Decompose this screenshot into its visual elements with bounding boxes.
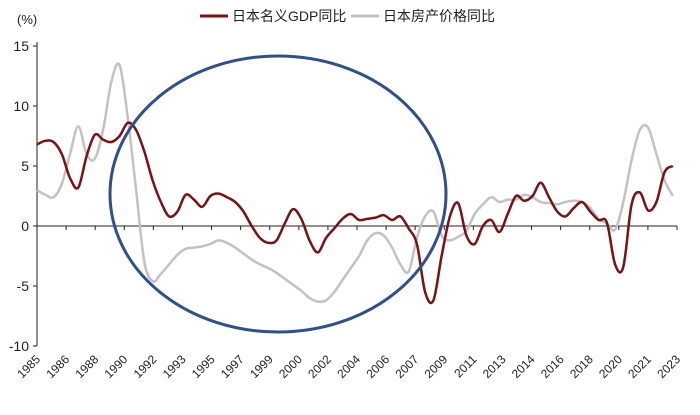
y-axis-unit-label: (%): [17, 12, 37, 27]
y-tick-label: 15: [13, 38, 29, 54]
x-tick-label: 2006: [363, 352, 392, 381]
x-tick-label: 2013: [480, 352, 509, 381]
highlight-ellipse: [108, 54, 448, 334]
x-tick-label: 2021: [625, 352, 654, 381]
x-tick-label: 1986: [43, 352, 72, 381]
x-tick-label: 1988: [73, 352, 102, 381]
x-tick-label: 1990: [102, 352, 131, 381]
y-tick-label: 5: [21, 158, 29, 174]
x-tick-label: 2011: [451, 352, 479, 380]
x-tick-label: 2020: [596, 352, 625, 381]
y-tick-label: -10: [9, 338, 29, 354]
x-tick-label: 2016: [538, 352, 567, 381]
x-tick-label: 1992: [131, 352, 160, 381]
x-axis-ticks: 1985 1986 1988 1990 1992 1993 1995 1997 1999 2000…: [14, 226, 683, 381]
x-tick-label: 2014: [509, 352, 538, 381]
y-tick-label: 0: [21, 218, 29, 234]
x-tick-label: 1995: [189, 352, 218, 381]
legend-label-house: 日本房产价格同比: [383, 8, 495, 24]
chart-axes: [36, 42, 677, 346]
series-line-gdp: [36, 121, 674, 305]
x-tick-label: 2018: [567, 352, 596, 381]
y-axis-ticks: 15 10 5 0 -5 -10: [9, 38, 37, 354]
x-tick-label: 1999: [247, 352, 276, 381]
series-line-house: [36, 62, 675, 304]
y-tick-label: -5: [17, 278, 30, 294]
x-tick-label: 1985: [14, 352, 43, 381]
chart-legend: 日本名义GDP同比 日本房产价格同比: [200, 8, 495, 24]
x-tick-label: 1997: [218, 352, 247, 381]
x-tick-label: 2009: [422, 352, 451, 381]
x-tick-label: 2002: [305, 352, 334, 381]
x-tick-label: 2007: [393, 352, 422, 381]
y-tick-label: 10: [13, 98, 29, 114]
chart-series: [36, 62, 675, 305]
x-tick-label: 2000: [276, 352, 305, 381]
x-tick-label: 1993: [160, 352, 189, 381]
x-tick-label: 2004: [334, 352, 363, 381]
legend-label-gdp: 日本名义GDP同比: [232, 8, 346, 24]
x-tick-label: 2023: [654, 352, 683, 381]
